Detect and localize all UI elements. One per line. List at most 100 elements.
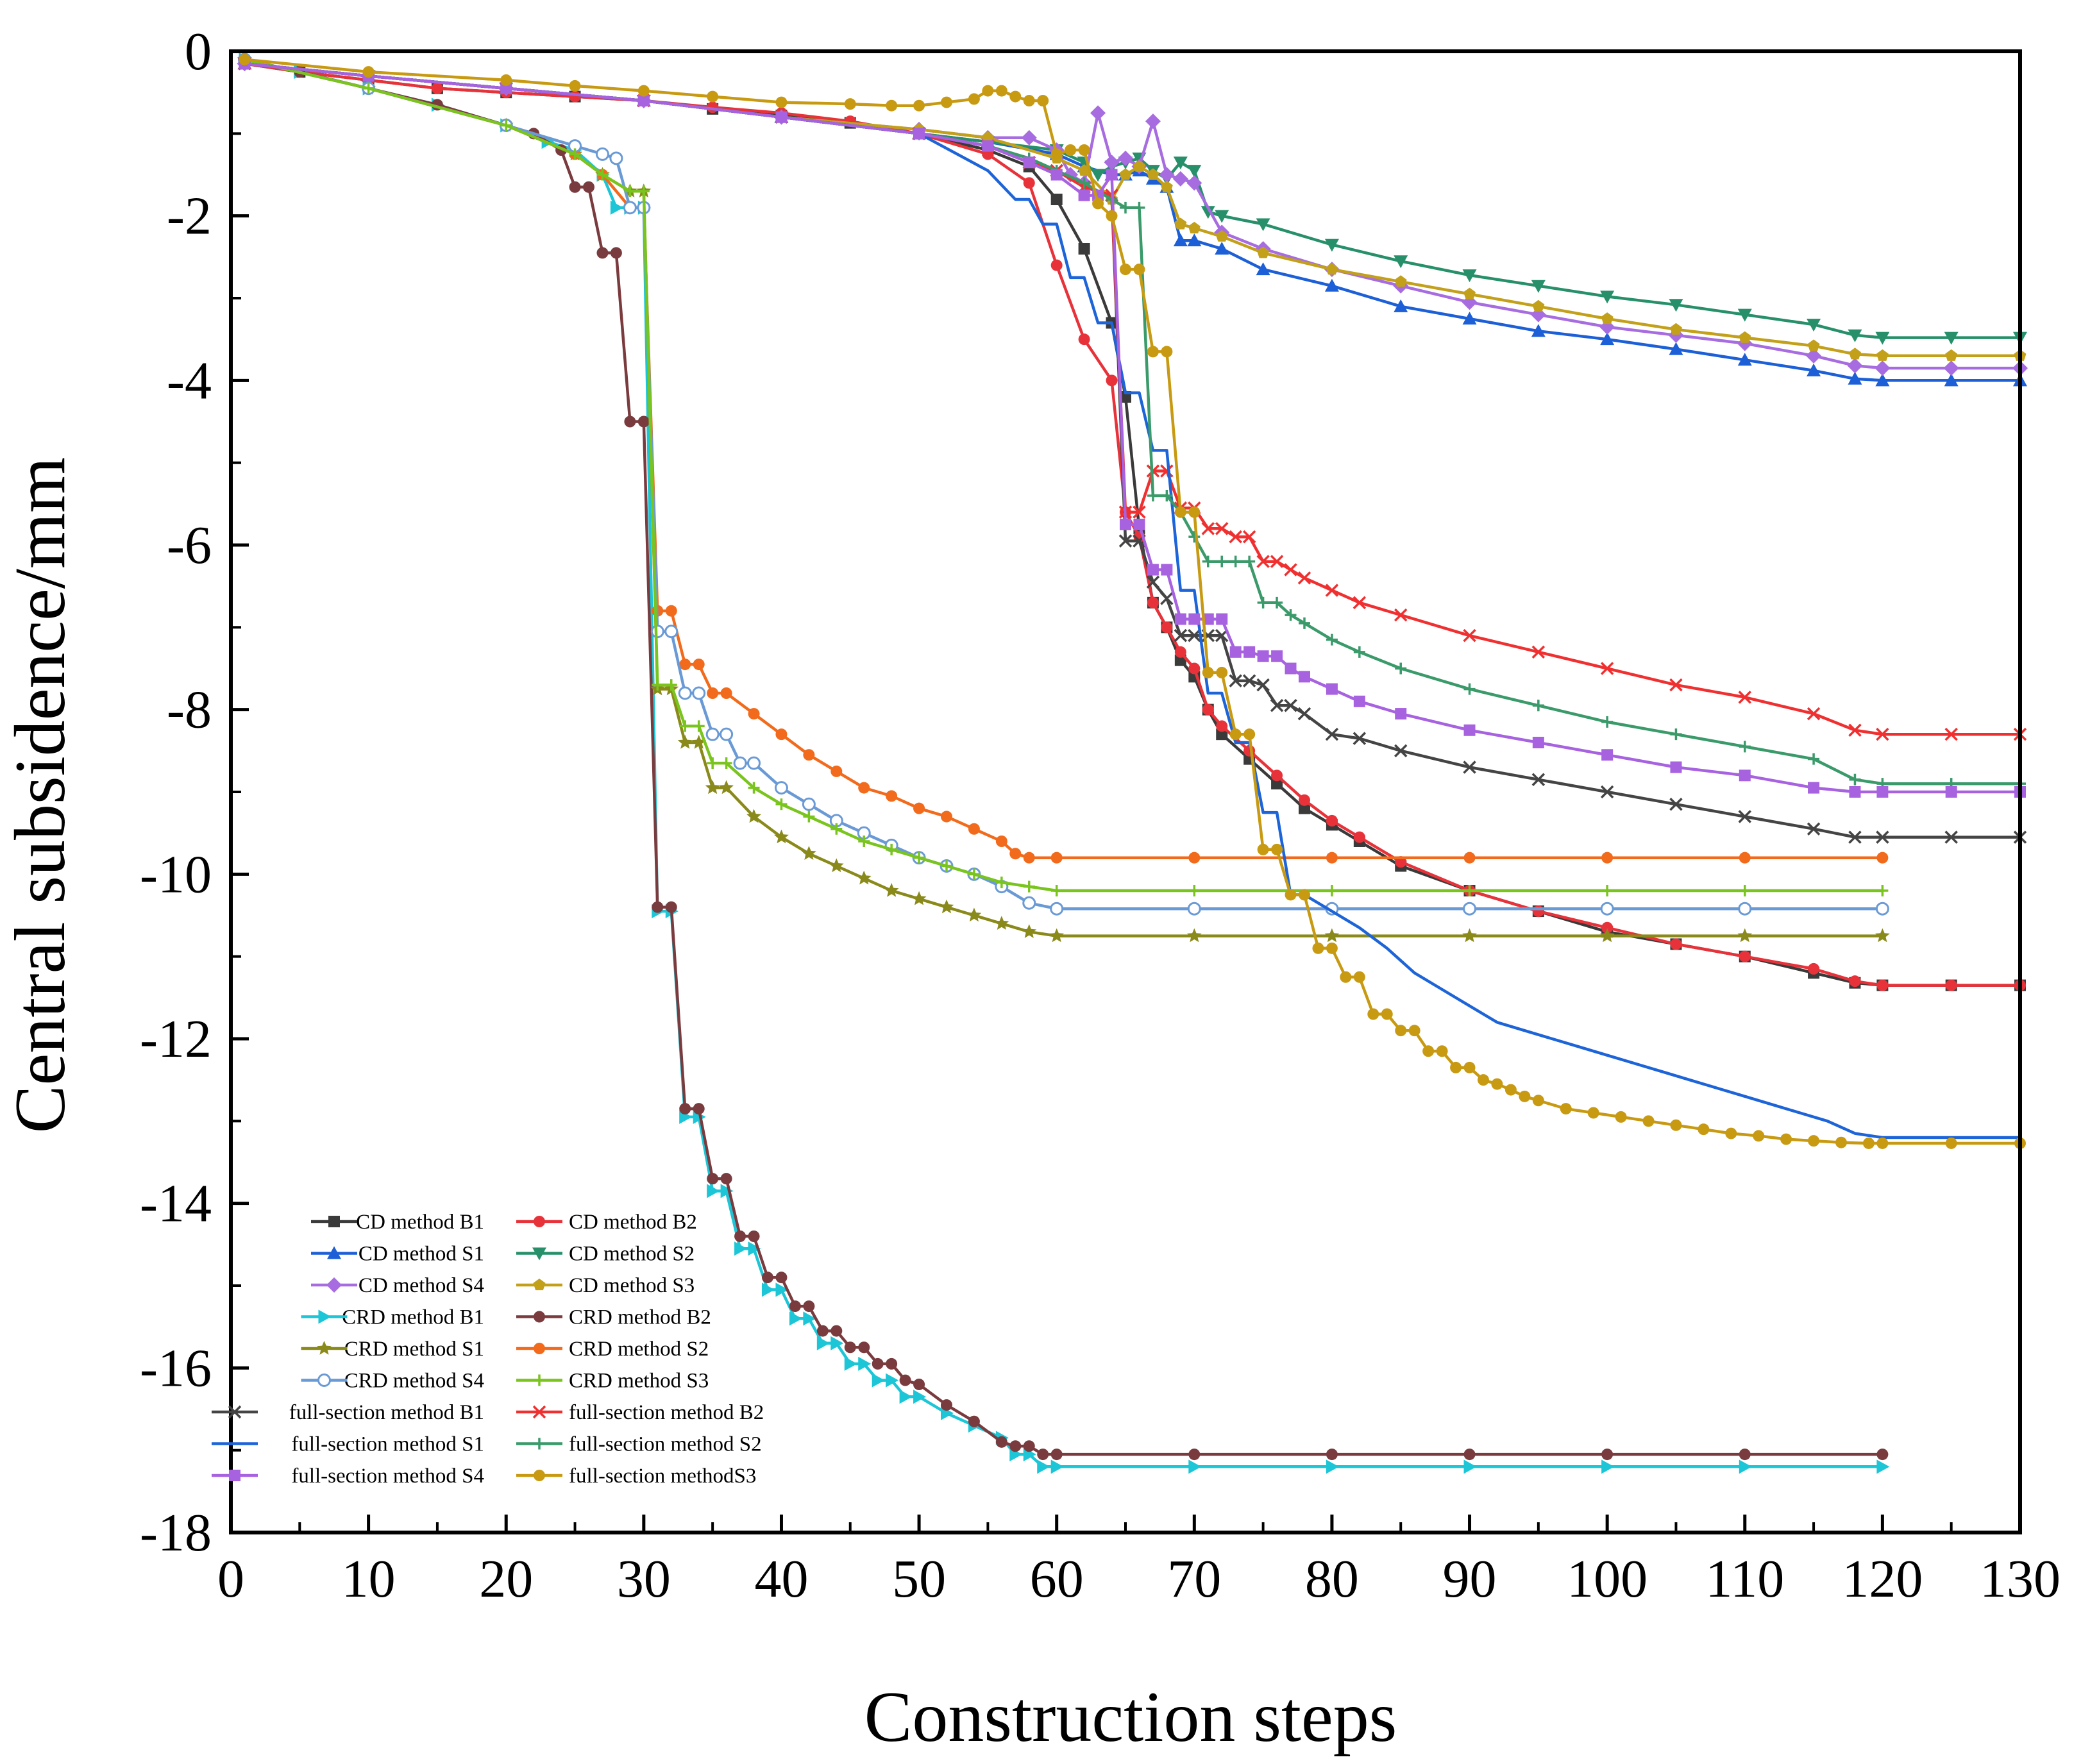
- data-point: [720, 1184, 734, 1198]
- data-point: [1945, 349, 1958, 361]
- data-point: [968, 1415, 980, 1427]
- data-point: [1257, 246, 1270, 258]
- data-point: [1876, 349, 1889, 361]
- data-point: [1367, 1008, 1379, 1020]
- data-point: [1807, 363, 1821, 376]
- series-line: [244, 62, 2020, 358]
- data-point: [610, 247, 622, 259]
- data-point: [1848, 329, 1862, 342]
- legend-label: CRD method B2: [569, 1306, 711, 1329]
- legend-marker: [228, 1405, 242, 1419]
- data-point: [1050, 1449, 1063, 1461]
- data-point: [1133, 201, 1145, 214]
- data-point: [1188, 221, 1201, 233]
- data-point: [1326, 814, 1338, 827]
- data-point: [1023, 1440, 1035, 1452]
- data-point: [995, 85, 1007, 97]
- data-point: [1118, 150, 1133, 166]
- data-point: [1739, 852, 1751, 864]
- legend-marker: [534, 1374, 545, 1386]
- data-point: [1050, 885, 1063, 896]
- data-point: [1243, 646, 1256, 658]
- data-point: [1215, 522, 1229, 535]
- data-point: [1669, 342, 1683, 355]
- data-point: [1299, 671, 1310, 683]
- data-point: [569, 148, 581, 160]
- data-point: [886, 843, 898, 855]
- data-point: [707, 1173, 719, 1185]
- data-point: [679, 720, 691, 732]
- data-point: [1739, 1449, 1751, 1461]
- data-point: [583, 181, 594, 193]
- legend-label: full-section method S1: [291, 1433, 484, 1456]
- data-point: [1119, 168, 1132, 180]
- legend-label: CRD method S4: [344, 1370, 484, 1393]
- data-point: [1504, 1084, 1517, 1096]
- legend-entry: CD method S1: [311, 1243, 484, 1266]
- data-point: [1188, 531, 1201, 543]
- data-point: [1463, 885, 1476, 896]
- data-point: [816, 1336, 830, 1350]
- data-point: [844, 98, 856, 110]
- data-point: [1876, 1459, 1890, 1474]
- legend-marker: [317, 1341, 332, 1355]
- data-point: [1807, 319, 1821, 332]
- data-point: [1078, 144, 1090, 156]
- data-point: [844, 1341, 856, 1354]
- series-full-section-methods3: [239, 53, 2026, 1149]
- data-point: [1463, 683, 1476, 695]
- data-point: [886, 1357, 898, 1370]
- legend-label: full-section method B2: [569, 1401, 764, 1424]
- data-point: [802, 797, 816, 811]
- data-point: [665, 605, 677, 617]
- data-point: [1022, 924, 1037, 938]
- data-point: [1106, 169, 1118, 181]
- data-point: [844, 1356, 857, 1371]
- data-point: [1186, 928, 1202, 943]
- data-point: [1299, 802, 1310, 814]
- data-point: [707, 757, 719, 769]
- data-point: [1229, 674, 1242, 687]
- data-point: [1848, 723, 1862, 737]
- x-tick-label: 130: [1980, 1549, 2061, 1609]
- data-point: [1353, 646, 1365, 658]
- data-point: [1078, 243, 1090, 255]
- data-point: [1120, 264, 1131, 276]
- data-point: [911, 891, 927, 905]
- data-point: [734, 1241, 748, 1256]
- x-tick-label: 80: [1305, 1549, 1359, 1609]
- data-point: [1256, 678, 1270, 692]
- data-point: [1188, 852, 1201, 864]
- data-point: [1242, 530, 1256, 544]
- data-point: [775, 1272, 788, 1284]
- data-point: [623, 201, 637, 215]
- data-point: [774, 829, 789, 844]
- data-point: [1297, 571, 1311, 585]
- data-point: [775, 111, 788, 123]
- x-tick-label: 100: [1567, 1549, 1648, 1609]
- legend-label: full-section method S4: [291, 1465, 484, 1488]
- legend-label: full-section method B1: [289, 1401, 484, 1424]
- data-point: [734, 1231, 746, 1242]
- data-point: [994, 916, 1009, 930]
- data-point: [1738, 810, 1752, 823]
- data-point: [803, 749, 815, 761]
- data-point: [1670, 728, 1682, 741]
- data-point: [1739, 769, 1751, 782]
- data-point: [1847, 358, 1863, 374]
- data-point: [803, 811, 815, 823]
- data-point: [1201, 206, 1215, 219]
- data-point: [1271, 769, 1283, 782]
- data-point: [1807, 707, 1821, 721]
- data-point: [1174, 506, 1186, 518]
- data-point: [1215, 242, 1229, 255]
- data-point: [1531, 645, 1546, 659]
- data-point: [1133, 518, 1145, 530]
- data-point: [1394, 275, 1407, 287]
- data-point: [692, 686, 706, 700]
- data-point: [1615, 1111, 1627, 1123]
- data-point: [1670, 323, 1682, 335]
